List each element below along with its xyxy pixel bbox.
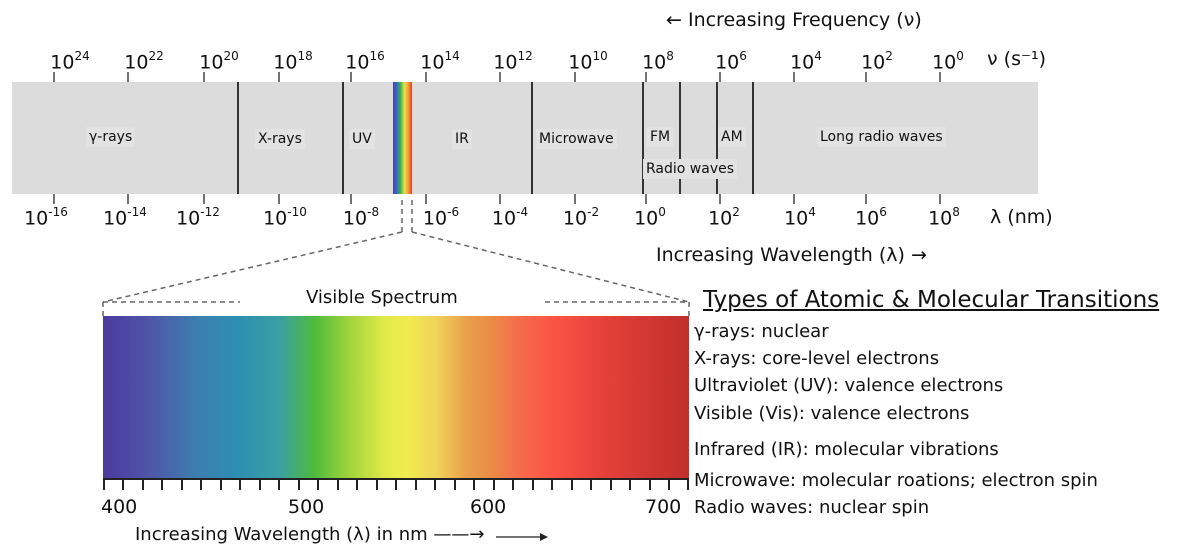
ruler-tick: [259, 480, 261, 490]
transition-item-xray: X-rays: core-level electrons: [694, 348, 940, 369]
wavelength-tick-label: 104: [784, 205, 816, 230]
transition-item-gamma: γ-rays: nuclear: [694, 321, 829, 342]
region-label-fm: FM: [647, 127, 674, 147]
wavelength-tick-label: 10-2: [562, 205, 600, 230]
transition-item-vis: Visible (Vis): valence electrons: [694, 403, 970, 424]
transition-item-ir: Infrared (IR): molecular vibrations: [694, 439, 999, 460]
wavelength-tick-label: 106: [855, 205, 887, 230]
ruler-tick: [278, 480, 280, 490]
wavelength-tick-label: 10-16: [24, 205, 68, 230]
frequency-tick-label: 1020: [199, 49, 239, 74]
frequency-tick-label: 100: [932, 49, 964, 74]
region-divider: [342, 82, 344, 194]
region-label-radio: Radio waves: [643, 159, 738, 179]
ruler-tick: [454, 480, 456, 490]
wavelength-arrow-label: Increasing Wavelength (λ) →: [656, 244, 927, 266]
frequency-tick-label: 108: [642, 49, 674, 74]
region-divider: [716, 82, 718, 194]
zoom-guide-line: [411, 231, 690, 303]
wavelength-tick-label: 100: [634, 205, 666, 230]
nm-tick-label-400: 400: [101, 496, 138, 518]
ruler-tick: [493, 480, 495, 490]
ruler-tick: [103, 480, 105, 490]
ruler-tick: [668, 480, 670, 490]
nm-tick-label-600: 600: [470, 496, 507, 518]
region-label-ir: IR: [452, 129, 472, 149]
wavelength-tick-label: 10-8: [342, 205, 380, 230]
wavelength-tick-label: 10-6: [422, 205, 460, 230]
nm-axis-arrowhead: [540, 533, 548, 541]
region-divider: [752, 82, 754, 194]
nm-tick-label-500: 500: [288, 496, 325, 518]
nm-axis-label: Increasing Wavelength (λ) in nm ——→: [135, 524, 485, 545]
visible-spectrum-gradient: [103, 316, 689, 478]
ruler-tick: [512, 480, 514, 490]
ruler-tick: [200, 480, 202, 490]
ruler-tick: [122, 480, 124, 490]
ruler-tick: [551, 480, 553, 490]
ruler-tick: [629, 480, 631, 490]
region-divider: [531, 82, 533, 194]
zoom-guide-line: [102, 231, 403, 303]
frequency-tick-label: 1018: [273, 49, 313, 74]
frequency-tick-label: 102: [861, 49, 893, 74]
frequency-unit-label: ν (s⁻¹): [987, 48, 1047, 70]
region-divider: [642, 82, 644, 194]
ruler-tick: [473, 480, 475, 490]
ruler-tick: [687, 480, 689, 490]
frequency-tick-label: 1012: [493, 49, 533, 74]
visible-spectrum-title: Visible Spectrum: [306, 287, 458, 308]
frequency-tick-label: 1024: [50, 49, 90, 74]
ruler-tick: [181, 480, 183, 490]
ruler-tick: [395, 480, 397, 490]
frequency-tick-label: 104: [790, 49, 822, 74]
visible-spectrum-ruler: [103, 478, 689, 492]
ruler-tick: [532, 480, 534, 490]
ruler-tick: [590, 480, 592, 490]
wavelength-tick-label: 10-14: [103, 205, 147, 230]
wavelength-tick-label: 108: [928, 205, 960, 230]
transition-item-uv: Ultraviolet (UV): valence electrons: [694, 375, 1004, 396]
ruler-tick: [142, 480, 144, 490]
frequency-tick-label: 106: [715, 49, 747, 74]
visible-band-stripe: [393, 82, 412, 194]
transitions-title: Types of Atomic & Molecular Transitions: [703, 287, 1160, 313]
transition-item-radio: Radio waves: nuclear spin: [694, 497, 930, 518]
ruler-tick: [610, 480, 612, 490]
region-divider: [679, 82, 681, 194]
region-label-microwave: Microwave: [536, 129, 617, 149]
region-label-long-radio: Long radio waves: [817, 127, 946, 147]
nm-tick-label-700: 700: [645, 496, 682, 518]
ruler-tick: [220, 480, 222, 490]
wavelength-tick-label: 10-4: [491, 205, 529, 230]
transition-item-microwave: Microwave: molecular roations; electron …: [694, 470, 1098, 491]
region-label-gamma: γ-rays: [86, 127, 136, 147]
wavelength-tick-label: 10-10: [263, 205, 307, 230]
ruler-tick: [376, 480, 378, 490]
region-label-am: AM: [718, 127, 746, 147]
ruler-tick: [298, 480, 300, 490]
ruler-tick: [649, 480, 651, 490]
region-label-uv: UV: [349, 129, 375, 149]
frequency-tick-label: 1022: [124, 49, 164, 74]
ruler-tick: [356, 480, 358, 490]
ruler-tick: [434, 480, 436, 490]
wavelength-tick-label: 102: [708, 205, 740, 230]
wavelength-unit-label: λ (nm): [990, 206, 1053, 228]
wavelength-tick-label: 10-12: [176, 205, 220, 230]
ruler-tick: [415, 480, 417, 490]
ruler-tick: [337, 480, 339, 490]
region-label-xray: X-rays: [255, 129, 305, 149]
frequency-tick-label: 1010: [568, 49, 608, 74]
region-divider: [237, 82, 239, 194]
frequency-tick-label: 1016: [345, 49, 385, 74]
ruler-tick: [317, 480, 319, 490]
ruler-tick: [239, 480, 241, 490]
frequency-tick-label: 1014: [420, 49, 460, 74]
ruler-tick: [161, 480, 163, 490]
frequency-arrow-label: ← Increasing Frequency (ν): [666, 9, 922, 31]
ruler-tick: [571, 480, 573, 490]
